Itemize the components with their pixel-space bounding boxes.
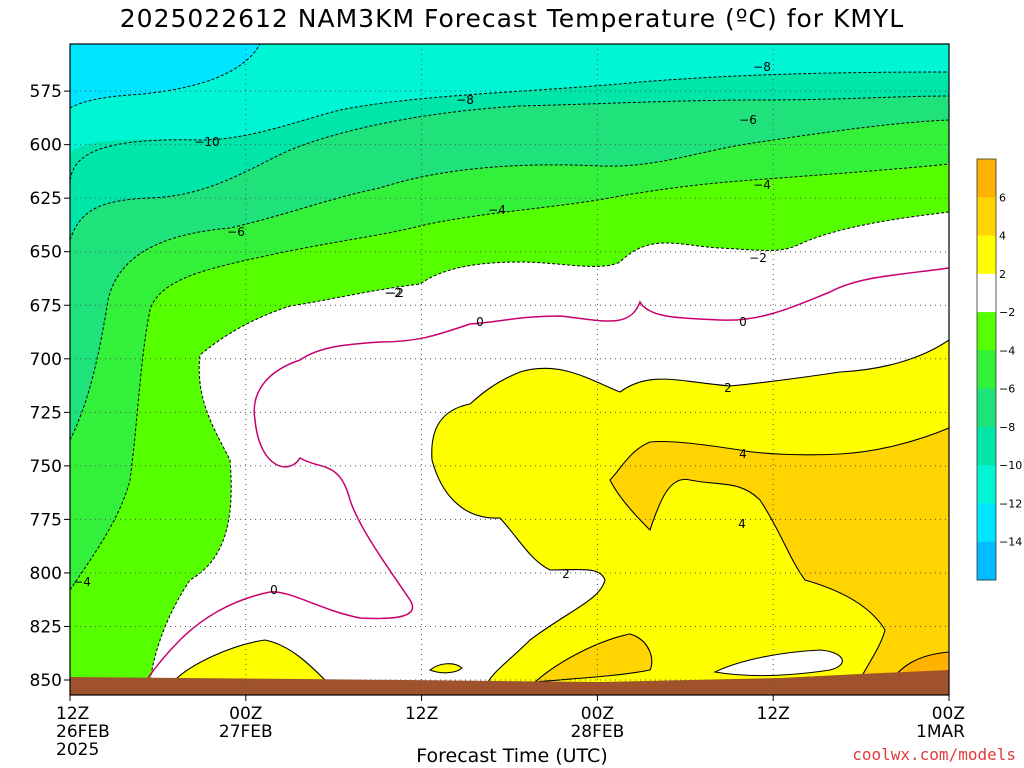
contour-label: −2 xyxy=(749,251,767,265)
grid-lines xyxy=(70,44,949,695)
x-tick-label: 28FEB xyxy=(570,722,624,742)
colorbar-label: −10 xyxy=(999,459,1022,472)
contour-label: −4 xyxy=(753,178,771,192)
fill-4-to-6 xyxy=(610,428,949,682)
y-tick-label: 825 xyxy=(30,617,62,637)
colorbar-label: 4 xyxy=(999,230,1006,243)
y-axis-ticks: 575 600 625 650 675 700 725 750 775 800 825 850 xyxy=(30,82,70,691)
y-tick-label: 800 xyxy=(30,564,62,584)
fill-2-to-4 xyxy=(431,340,949,682)
colorbar-label: −14 xyxy=(999,536,1022,549)
x-tick-label: 12Z xyxy=(56,704,89,724)
x-tick-label: 00Z xyxy=(932,704,965,724)
y-tick-label: 575 xyxy=(30,82,62,102)
y-tick-label: 750 xyxy=(30,457,62,477)
colorbar-bin xyxy=(977,312,996,351)
y-tick-label: 700 xyxy=(30,350,62,370)
contour-label: −6 xyxy=(227,225,245,239)
isotherm-2-surface-3 xyxy=(713,649,843,677)
isotherm-minus14 xyxy=(70,44,261,109)
colorbar: 6 4 2 −2 −4 −6 −8 −10 −12 −14 xyxy=(976,158,1022,581)
contour-label: 0 xyxy=(270,583,278,597)
colorbar-bin xyxy=(977,541,996,581)
isotherm-2 xyxy=(431,339,949,683)
ground xyxy=(70,670,949,695)
contour-label: −8 xyxy=(456,93,474,107)
chart-title: 2025022612 NAM3KM Forecast Temperature (… xyxy=(119,4,905,33)
colorbar-bin xyxy=(977,388,996,428)
contour-label: −4 xyxy=(488,203,506,217)
colorbar-bin xyxy=(977,159,996,198)
plot-frame xyxy=(69,43,950,696)
contour-label: 4 xyxy=(738,517,746,531)
contour-label: 0 xyxy=(739,315,747,329)
colorbar-label: 6 xyxy=(999,191,1006,204)
x-tick-label: 12Z xyxy=(405,704,438,724)
x-tick-label: 00Z xyxy=(229,704,262,724)
contour-label: 2 xyxy=(562,567,570,581)
fill-surface-patch-1 xyxy=(175,640,325,680)
colorbar-label: −2 xyxy=(999,306,1015,319)
isotherm-zero-upper xyxy=(144,267,949,683)
colorbar-bin xyxy=(977,197,996,237)
y-tick-label: 725 xyxy=(30,403,62,423)
isotherm-4 xyxy=(609,427,949,683)
contour-label: −6 xyxy=(739,113,757,127)
contour-label: 2 xyxy=(724,381,732,395)
contour-label: −4 xyxy=(73,575,91,589)
x-tick-label: 2025 xyxy=(56,740,99,760)
fill-surface-patch-3 xyxy=(535,634,652,682)
x-axis-label: Forecast Time (UTC) xyxy=(416,745,608,767)
contour-label: −2 xyxy=(384,286,402,300)
contour-label: 0 xyxy=(476,315,484,329)
x-tick-label: 27FEB xyxy=(219,722,273,742)
y-tick-label: 650 xyxy=(30,243,62,263)
contour-label: −8 xyxy=(753,60,771,74)
x-tick-label: 1MAR xyxy=(916,722,965,742)
colorbar-label: −12 xyxy=(999,497,1022,510)
isotherm-minus10 xyxy=(70,71,949,186)
isotherm-2-surface-2 xyxy=(428,663,463,674)
colorbar-frame xyxy=(976,158,997,581)
y-tick-label: 675 xyxy=(30,296,62,316)
isotherm-4-surface xyxy=(534,633,653,683)
colorbar-bin xyxy=(977,350,996,390)
colorbar-label: −4 xyxy=(999,344,1015,357)
colorbar-bin xyxy=(977,503,996,543)
contour-label: −2 xyxy=(386,286,404,300)
colorbar-bin xyxy=(977,426,996,466)
colorbar-label: −8 xyxy=(999,421,1015,434)
colorbar-label: −6 xyxy=(999,383,1015,396)
x-tick-label: 26FEB xyxy=(56,722,110,742)
contour-label: 4 xyxy=(739,447,747,461)
x-tick-label: 12Z xyxy=(757,704,790,724)
x-tick-label: 00Z xyxy=(581,704,614,724)
y-tick-label: 600 xyxy=(30,136,62,156)
y-tick-label: 775 xyxy=(30,510,62,530)
contour-label: −10 xyxy=(194,135,219,149)
colorbar-bin xyxy=(977,273,996,313)
isotherm-minus4 xyxy=(70,163,949,591)
y-tick-label: 625 xyxy=(30,189,62,209)
source-credit: coolwx.com/models xyxy=(852,745,1016,764)
colorbar-bin xyxy=(977,465,996,504)
fill-minus14 xyxy=(70,44,260,108)
colorbar-bin xyxy=(977,235,996,275)
isotherm-minus2 xyxy=(149,211,949,683)
isotherm-2-surface-1 xyxy=(174,639,326,681)
isotherm-minus6 xyxy=(70,119,949,441)
fill-surface-white xyxy=(715,650,843,676)
y-tick-label: 850 xyxy=(30,671,62,691)
colorbar-label: 2 xyxy=(999,268,1006,281)
